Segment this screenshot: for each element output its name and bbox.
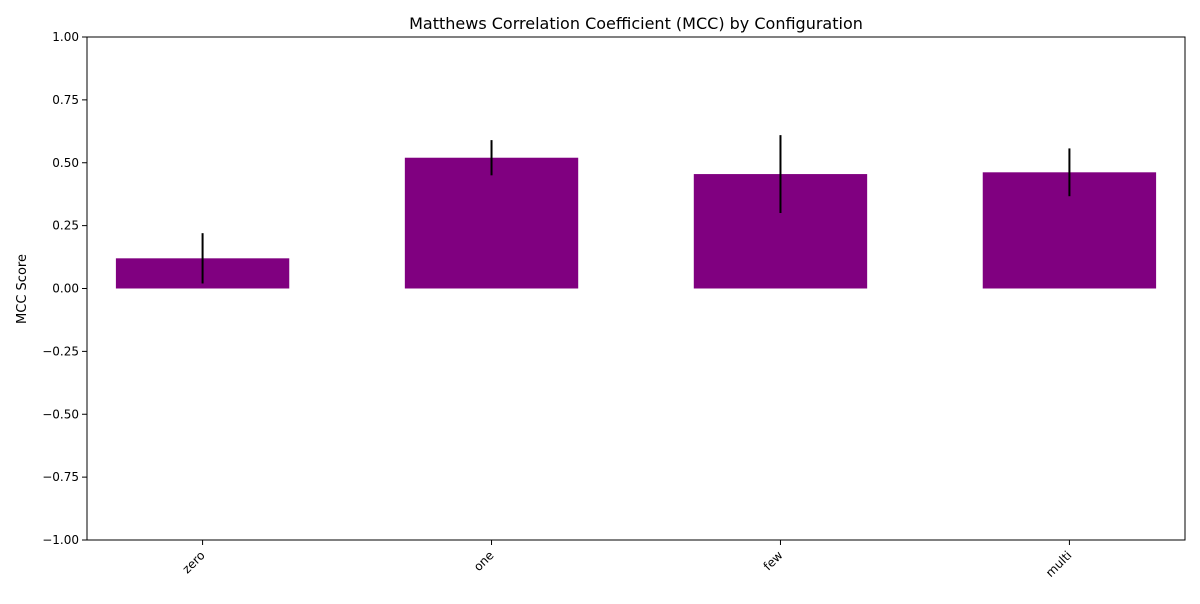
y-tick-label: 0.25 [52, 219, 79, 233]
y-tick-label: 1.00 [52, 30, 79, 44]
y-tick-label: −1.00 [42, 533, 79, 547]
chart-title: Matthews Correlation Coefficient (MCC) b… [409, 14, 863, 33]
error-bars-group [201, 135, 1071, 284]
y-tick-label: −0.50 [42, 407, 79, 421]
bars-group [115, 157, 1157, 289]
bar-one [404, 157, 579, 289]
y-tick-label: 0.75 [52, 93, 79, 107]
x-tick-label-one: one [471, 548, 497, 574]
x-axis: zero one few multi [180, 540, 1075, 580]
y-axis-label: MCC Score [15, 254, 30, 324]
y-tick-label: −0.75 [42, 470, 79, 484]
x-tick-label-few: few [761, 548, 786, 573]
y-tick-label: −0.25 [42, 344, 79, 358]
x-tick-label-multi: multi [1043, 548, 1075, 580]
x-tick-label-zero: zero [180, 548, 208, 576]
y-axis: −1.00 −0.75 −0.50 −0.25 0.00 0.25 0.50 0.75 1.00 [42, 30, 87, 547]
y-tick-label: 0.50 [52, 156, 79, 170]
y-tick-label: 0.00 [52, 282, 79, 296]
